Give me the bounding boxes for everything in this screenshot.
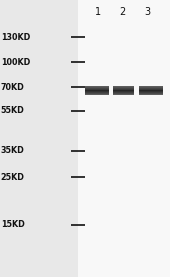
Bar — [139, 89, 163, 90]
Text: 3: 3 — [144, 7, 150, 17]
Bar — [113, 87, 134, 88]
Text: 100KD: 100KD — [1, 58, 30, 67]
Bar — [113, 88, 134, 89]
Bar — [85, 93, 109, 94]
Text: 2: 2 — [119, 7, 125, 17]
Bar — [113, 86, 134, 87]
Text: 1: 1 — [95, 7, 101, 17]
Text: 55KD: 55KD — [1, 106, 25, 115]
Bar — [113, 90, 134, 91]
Bar — [139, 87, 163, 88]
Text: 25KD: 25KD — [1, 173, 25, 182]
Bar — [139, 88, 163, 89]
Text: 70KD: 70KD — [1, 83, 25, 92]
Bar — [85, 86, 109, 87]
Bar — [139, 94, 163, 95]
Bar — [85, 88, 109, 89]
Bar — [85, 87, 109, 88]
Bar — [113, 92, 134, 93]
Bar — [85, 92, 109, 93]
Bar — [113, 89, 134, 90]
Bar — [139, 91, 163, 92]
Text: 15KD: 15KD — [1, 220, 25, 229]
Bar — [85, 94, 109, 95]
Bar — [78, 0, 170, 277]
Bar — [139, 90, 163, 91]
Bar — [113, 93, 134, 94]
Bar — [139, 93, 163, 94]
Bar — [85, 89, 109, 90]
Bar — [113, 94, 134, 95]
Bar — [139, 86, 163, 87]
Bar — [139, 92, 163, 93]
Text: 35KD: 35KD — [1, 147, 25, 155]
Bar — [113, 91, 134, 92]
Bar — [85, 91, 109, 92]
Text: 130KD: 130KD — [1, 33, 30, 42]
Bar — [85, 90, 109, 91]
